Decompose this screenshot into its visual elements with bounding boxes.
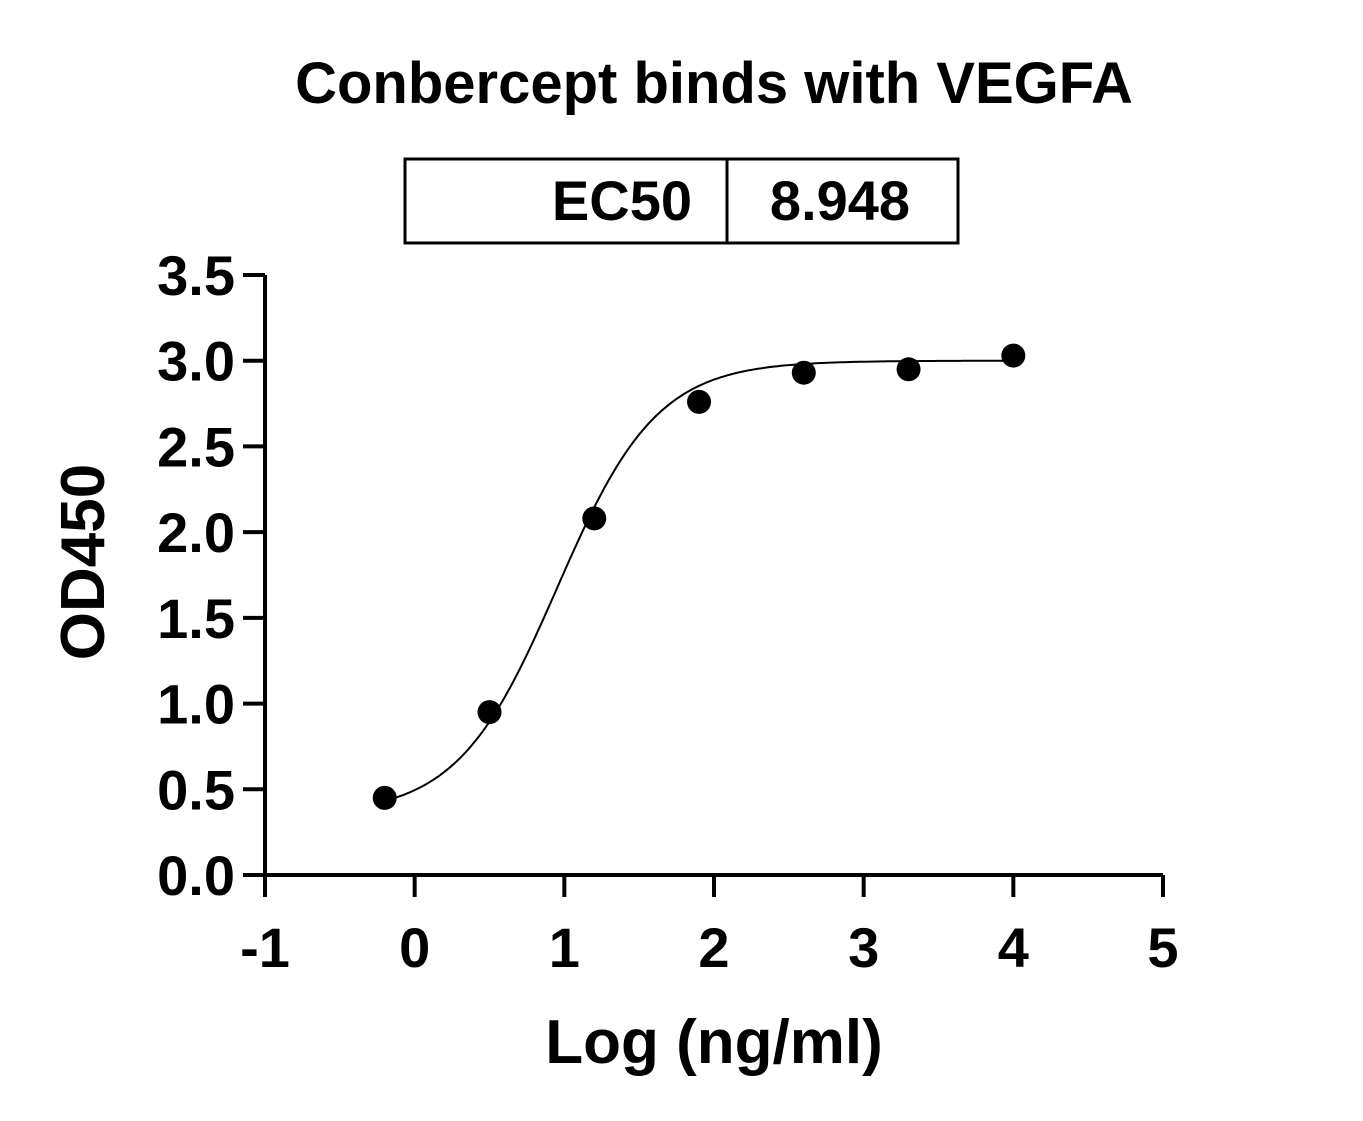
y-tick-label: 0.0 (157, 844, 235, 907)
y-tick-label: 2.0 (157, 501, 235, 564)
x-tick-label: 4 (998, 916, 1029, 979)
data-point (687, 389, 712, 414)
data-point (791, 360, 816, 385)
y-tick-label: 3.5 (157, 244, 235, 307)
data-point (477, 700, 502, 725)
ec50-label: EC50 (552, 169, 692, 232)
ec50-value: 8.948 (770, 169, 910, 232)
y-tick-label: 2.5 (157, 415, 235, 478)
data-point (372, 785, 397, 810)
x-tick-label: 0 (399, 916, 430, 979)
axes: 0.0 0.5 1.0 1.5 2.0 2.5 3.0 3.5 -1 0 1 2 3 4 5 (157, 244, 1178, 979)
chart-title: Conbercept binds with VEGFA (295, 51, 1133, 116)
y-tick-label: 0.5 (157, 758, 235, 821)
x-axis-label: Log (ng/ml) (545, 1008, 882, 1077)
data-point (1001, 343, 1026, 368)
y-tick-label: 1.0 (157, 673, 235, 736)
x-tick-label: 3 (848, 916, 879, 979)
data-point (896, 357, 921, 382)
ec50-table-border (403, 157, 960, 245)
x-tick-label: 5 (1147, 916, 1178, 979)
y-tick-label: 3.0 (157, 330, 235, 393)
ec50-table: EC50 8.948 (403, 157, 960, 245)
x-tick-label: 2 (698, 916, 729, 979)
y-tick-label: 1.5 (157, 587, 235, 650)
y-axis-label: OD450 (49, 464, 118, 660)
x-tick-label: 1 (549, 916, 580, 979)
x-tick-label: -1 (240, 916, 290, 979)
data-point (582, 506, 607, 531)
fit-curve (384, 359, 1014, 802)
data-points (372, 343, 1026, 810)
